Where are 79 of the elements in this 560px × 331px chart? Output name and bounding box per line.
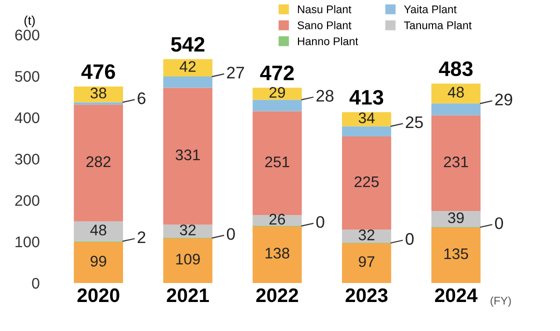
bar xyxy=(163,76,212,88)
data-label: 48 xyxy=(90,224,106,236)
total-label: 413 xyxy=(350,90,384,105)
data-label: 282 xyxy=(86,156,110,168)
total-label: 483 xyxy=(438,61,473,76)
x-axis-title: (FY) xyxy=(490,296,511,307)
bar xyxy=(74,221,124,242)
data-label: 2 xyxy=(138,231,146,244)
data-label: 97 xyxy=(358,256,374,268)
bar xyxy=(431,115,481,212)
legend-label: Hanno Plant xyxy=(298,37,358,46)
bar xyxy=(342,242,392,284)
y-tick-label: 400 xyxy=(14,112,40,124)
x-tick-label: 2020 xyxy=(77,288,120,302)
data-label: 42 xyxy=(180,61,196,72)
data-label: 48 xyxy=(448,86,464,98)
data-label: 28 xyxy=(316,90,334,102)
bar xyxy=(252,100,302,112)
bar xyxy=(74,102,124,105)
data-label: 0 xyxy=(406,233,414,245)
data-label: 0 xyxy=(226,228,235,240)
data-label: 39 xyxy=(448,212,464,224)
bar xyxy=(74,242,124,284)
y-tick-label: 300 xyxy=(15,154,40,165)
bar xyxy=(252,111,302,216)
data-label: 135 xyxy=(444,248,468,260)
data-label: 331 xyxy=(176,149,200,160)
data-label: 32 xyxy=(358,230,374,240)
bar xyxy=(163,238,212,284)
bar xyxy=(431,211,481,228)
data-label: 29 xyxy=(269,86,285,98)
data-label: 29 xyxy=(495,94,512,106)
bar xyxy=(431,227,481,284)
x-tick-label: 2023 xyxy=(346,288,388,302)
bar xyxy=(252,88,302,100)
y-tick-label: 200 xyxy=(15,195,40,206)
data-label: 225 xyxy=(354,176,379,188)
bar xyxy=(74,86,124,102)
x-tick-label: 2024 xyxy=(435,288,478,302)
y-axis-title: (t) xyxy=(24,16,35,28)
bar xyxy=(342,136,392,230)
bar xyxy=(342,230,392,243)
y-tick-label: 0 xyxy=(32,278,40,289)
data-label: 109 xyxy=(176,254,200,265)
bar xyxy=(342,112,392,126)
data-label: 0 xyxy=(316,216,324,228)
y-tick-label: 600 xyxy=(15,30,40,40)
total-label: 542 xyxy=(171,36,204,52)
legend-label: Sano Plant xyxy=(298,21,352,30)
data-label: 251 xyxy=(265,156,290,168)
bar xyxy=(163,59,212,77)
data-label: 231 xyxy=(444,156,468,168)
x-tick-label: 2021 xyxy=(166,288,209,302)
bar xyxy=(252,226,302,284)
data-label: 25 xyxy=(406,116,423,128)
y-tick-label: 500 xyxy=(15,71,40,82)
bar xyxy=(163,224,212,238)
bar xyxy=(163,88,212,225)
x-tick-label: 2022 xyxy=(256,288,298,302)
bar xyxy=(431,103,481,116)
data-label: 38 xyxy=(90,88,106,98)
bar xyxy=(431,84,481,104)
bar xyxy=(342,126,392,137)
data-label: 138 xyxy=(266,248,290,259)
legend-label: Yaita Plant xyxy=(404,5,457,14)
total-label: 476 xyxy=(81,64,116,80)
data-label: 26 xyxy=(269,214,286,225)
legend-label: Nasu Plant xyxy=(298,5,352,14)
data-label: 0 xyxy=(495,217,504,230)
data-label: 6 xyxy=(138,92,146,104)
bar xyxy=(74,104,124,222)
data-label: 32 xyxy=(180,224,196,236)
total-label: 472 xyxy=(260,66,294,80)
data-label: 27 xyxy=(227,66,244,78)
data-label: 34 xyxy=(358,112,375,124)
bar xyxy=(252,215,302,226)
legend-label: Tanuma Plant xyxy=(404,21,472,30)
y-tick-label: 100 xyxy=(16,236,40,248)
data-label: 99 xyxy=(90,256,106,267)
